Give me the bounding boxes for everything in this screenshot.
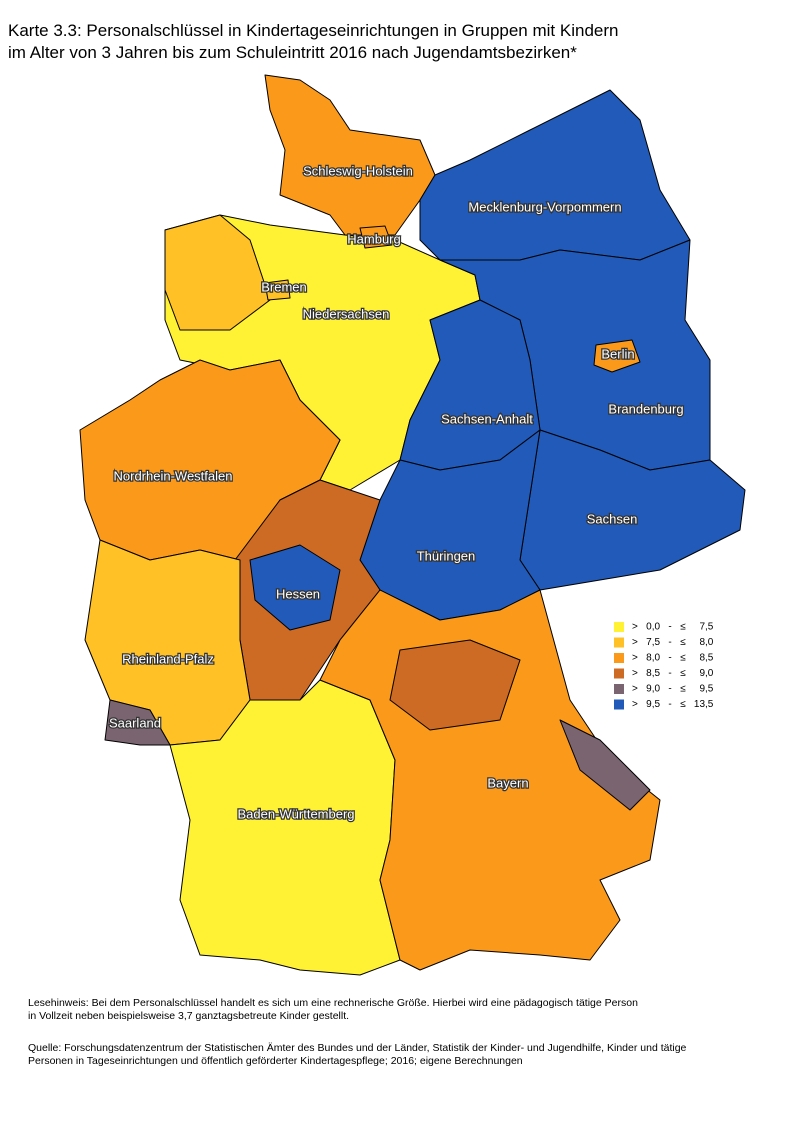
note-line: Quelle: Forschungsdatenzentrum der Stati…: [28, 1042, 687, 1054]
legend-label: > 9,5 - ≤ 13,5: [632, 699, 714, 710]
legend-swatch: [614, 637, 624, 648]
note-line: Lesehinweis: Bei dem Personalschlüssel h…: [28, 997, 638, 1009]
state-label: Niedersachsen: [303, 306, 390, 321]
state-label: Brandenburg: [608, 401, 683, 416]
legend-label: > 9,0 - ≤ 9,5: [632, 684, 714, 695]
region: [264, 74, 436, 236]
state-label: Rheinland-Pfalz: [122, 651, 214, 666]
state-label: Sachsen: [587, 511, 638, 526]
region: [419, 89, 691, 271]
state-label: Hamburg: [347, 231, 400, 246]
legend-swatch: [614, 668, 624, 679]
state-label: Mecklenburg-Vorpommern: [468, 199, 621, 214]
state-label: Baden-Württemberg: [237, 806, 354, 821]
legend: > 0,0 - ≤ 7,5 > 7,5 - ≤ 8,0 > 8,0 - ≤ 8,5 >…: [614, 622, 714, 710]
title-line: im Alter von 3 Jahren bis zum Schuleintr…: [8, 43, 577, 62]
region: [249, 544, 341, 631]
region: [359, 225, 393, 249]
title: Karte 3.3: Personalschlüssel in Kinderta…: [8, 20, 618, 64]
state-label: Bayern: [487, 775, 528, 790]
legend-swatch: [614, 653, 624, 663]
region: [164, 214, 271, 331]
state-label: Sachsen-Anhalt: [441, 411, 533, 426]
title-line: Karte 3.3: Personalschlüssel in Kinderta…: [8, 21, 619, 40]
legend-swatch: [614, 699, 624, 710]
source-note: Quelle: Forschungsdatenzentrum der Stati…: [28, 1042, 686, 1068]
note-line: Personen in Tageseinrichtungen und öffen…: [28, 1055, 523, 1067]
legend-label: > 8,0 - ≤ 8,5: [632, 653, 714, 664]
state-label: Bremen: [261, 279, 307, 294]
legend-label: > 0,0 - ≤ 7,5: [632, 622, 714, 633]
reading-note: Lesehinweis: Bei dem Personalschlüssel h…: [28, 997, 638, 1023]
legend-label: > 7,5 - ≤ 8,0: [632, 637, 714, 648]
state-label: Saarland: [109, 715, 161, 730]
note-line: in Vollzeit neben beispielsweise 3,7 gan…: [28, 1010, 350, 1022]
region: [389, 639, 521, 731]
state-label: Hessen: [276, 586, 320, 601]
region: [559, 719, 651, 811]
legend-swatch: [614, 622, 624, 632]
region: [264, 279, 291, 301]
legend-swatch: [614, 684, 624, 694]
state-labels: Schleswig-Holstein Hamburg Mecklenburg-Vor…: [108, 162, 685, 823]
region: [104, 699, 171, 746]
state-shapes: [79, 74, 746, 976]
state-label: Nordrhein-Westfalen: [114, 468, 233, 483]
state-label: Berlin: [601, 346, 634, 361]
region: [593, 339, 641, 373]
state-label: Thüringen: [417, 548, 476, 563]
legend-label: > 8,5 - ≤ 9,0: [632, 668, 714, 679]
state-label: Schleswig-Holstein: [303, 163, 413, 178]
